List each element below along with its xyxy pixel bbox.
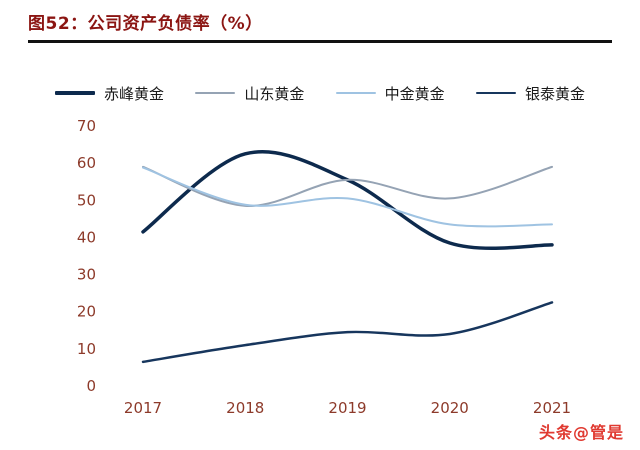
y-axis-tick-label: 50: [77, 191, 96, 209]
title-underline: [28, 40, 612, 43]
legend-line-swatch: [335, 92, 376, 94]
y-axis-tick-label: 30: [77, 266, 96, 284]
legend-line-swatch: [55, 91, 95, 95]
line-chart: 0 10 20 30 40 50 60 70 2017 2018 2019 2020 2021: [77, 117, 571, 417]
legend-item-label: 中金黄金: [384, 84, 445, 103]
x-axis-tick-label: 2018: [226, 399, 264, 417]
legend-item-shandong-gold: 山东黄金: [195, 83, 304, 104]
y-axis-tick-label: 0: [86, 377, 96, 395]
legend-item-zhongjin-gold: 中金黄金: [335, 83, 445, 104]
legend-item-label: 山东黄金: [244, 84, 305, 103]
series-line-0: [141, 150, 554, 251]
y-axis-tick-label: 20: [77, 303, 96, 321]
legend-item-label: 赤峰黄金: [104, 84, 165, 103]
x-axis-tick-label: 2021: [533, 399, 571, 417]
y-axis-tick-label: 40: [77, 228, 96, 246]
legend-item-yintai-gold: 银泰黄金: [475, 83, 585, 104]
legend-line-swatch: [195, 92, 236, 94]
series-line-1: [142, 165, 553, 207]
figure-title: 图52：公司资产负债率（%）: [28, 14, 263, 34]
legend-line-swatch: [475, 91, 516, 95]
x-axis-tick-label: 2020: [431, 399, 469, 417]
legend-item-chifeng-gold: 赤峰黄金: [55, 83, 164, 104]
watermark: 头条@管是: [538, 423, 624, 442]
series-line-2: [142, 166, 553, 228]
chart-legend: 赤峰黄金 山东黄金 中金黄金 银泰黄金: [55, 83, 585, 103]
series-line-3: [141, 301, 554, 364]
y-axis-tick-label: 10: [77, 340, 96, 358]
x-axis-tick-label: 2019: [328, 399, 366, 417]
y-axis-tick-label: 70: [77, 117, 96, 135]
y-axis-tick-label: 60: [77, 154, 96, 172]
legend-item-label: 银泰黄金: [524, 84, 585, 103]
x-axis-tick-label: 2017: [124, 399, 162, 417]
